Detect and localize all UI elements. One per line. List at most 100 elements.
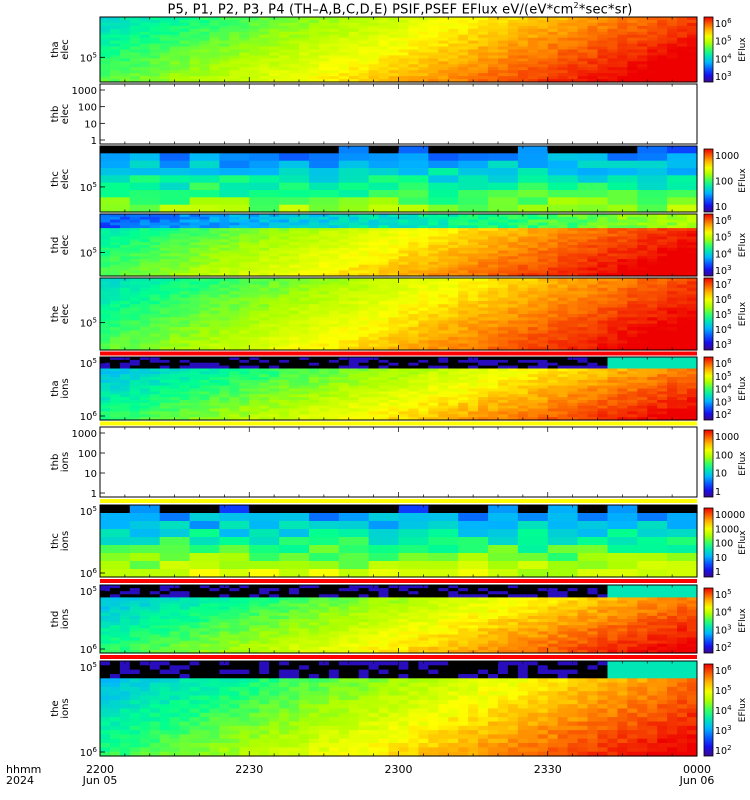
colorbar-tick-label: 1000: [715, 151, 739, 162]
y-tick-label: 105: [80, 661, 97, 674]
colorbar-tick-label: 103: [715, 338, 732, 351]
separator-bar: [100, 579, 697, 583]
panel-thd-ions: thdions 105 106 102 103 104 105 EFlux: [50, 584, 748, 656]
spectrogram-cells: [100, 661, 698, 757]
y-tick-label: 105: [80, 51, 97, 64]
time-tick-label: 2330: [534, 763, 562, 776]
y-tick-label: 100: [78, 449, 97, 460]
panel-thd-elec: thdelec 105 103 104 105 106 EFlux: [50, 213, 748, 277]
colorbar-tick-label: 102: [715, 744, 732, 757]
time-tick-label: 2230: [235, 763, 263, 776]
colorbar-label: EFlux: [738, 530, 748, 555]
y-tick-label: 10: [84, 119, 97, 130]
separator-bar: [100, 421, 697, 426]
panel-label: thcions: [50, 531, 71, 551]
y-tick-label: 106: [80, 410, 98, 423]
panel-label: thbelec: [50, 104, 71, 125]
y-tick-label: 10: [84, 469, 97, 480]
colorbar-label: EFlux: [738, 376, 748, 401]
colorbar-tick-label: 100: [715, 177, 733, 188]
colorbar-tick-label: 106: [715, 214, 732, 227]
colorbar-tick-label: 102: [715, 408, 732, 421]
colorbar-tick-label: 1000: [715, 432, 739, 443]
colorbar-tick-label: 104: [715, 52, 732, 65]
panel-the-ions: theions 105 106 102 103 104 105 106 EFlux: [50, 660, 748, 759]
panel-label: theions: [50, 698, 71, 718]
panel-the-elec: theelec 105 103 104 105 106 107 EFlux: [50, 277, 748, 351]
colorbar-tick-label: 10: [715, 553, 727, 564]
spectrogram-cells: [100, 17, 698, 83]
panel-frame: [99, 83, 698, 145]
y-tick-label: 105: [80, 317, 97, 330]
colorbar-tick-label: 105: [715, 588, 732, 601]
spectrogram-cells: [100, 214, 698, 277]
panel-tha-elec: thaelec 105 103 104 105 106 EFlux: [50, 16, 748, 83]
colorbar-tick-label: 1000: [715, 524, 739, 535]
y-tick-label: 105: [80, 505, 97, 518]
colorbar-label: EFlux: [738, 697, 748, 722]
colorbar-tick-label: 106: [715, 664, 732, 677]
spectrogram-cells: [100, 357, 698, 421]
colorbar-label: EFlux: [738, 301, 748, 326]
colorbar-tick-label: 103: [715, 724, 732, 737]
colorbar: 103 104 105 106 EFlux: [703, 16, 748, 83]
colorbar-tick-label: 105: [715, 231, 732, 244]
colorbar-tick-label: 103: [715, 264, 732, 277]
spectrogram-cells: [100, 585, 698, 654]
colorbar-label: EFlux: [738, 37, 748, 62]
y-tick-label: 1000: [72, 86, 97, 97]
y-tick-label: 105: [80, 181, 97, 194]
separator-bar: [100, 351, 697, 356]
panel-label: thbions: [50, 452, 71, 472]
colorbar-tick-label: 100: [715, 450, 733, 461]
panel-label: thaelec: [50, 39, 71, 60]
y-tick-label: 106: [80, 746, 98, 759]
colorbar-tick-label: 10: [715, 202, 727, 213]
colorbar-label: EFlux: [738, 608, 748, 633]
colorbar-tick-label: 103: [715, 70, 732, 83]
y-tick-label: 100: [78, 103, 97, 114]
colorbar-label: EFlux: [738, 168, 748, 193]
time-tick-label: 0000: [683, 763, 711, 776]
panel-label: thcelec: [50, 169, 71, 190]
colorbar-tick-label: 1: [715, 487, 721, 498]
colorbar-tick-label: 100: [715, 539, 733, 550]
colorbar: 10 100 1000 EFlux: [703, 148, 748, 213]
panel-label: thdions: [50, 609, 71, 629]
panel-label: thaions: [50, 378, 71, 398]
colorbar-tick-label: 10000: [715, 510, 745, 521]
colorbar-tick-label: 104: [715, 247, 732, 260]
colorbar-tick-label: 104: [715, 606, 732, 619]
y-tick-label: 1000: [72, 429, 97, 440]
colorbar-tick-label: 107: [715, 278, 732, 291]
colorbar: 103 104 105 106 EFlux: [703, 213, 748, 277]
colorbar-tick-label: 105: [715, 308, 732, 321]
colorbar-tick-label: 106: [715, 357, 732, 370]
colorbar-tick-label: 102: [715, 641, 732, 654]
y-tick-label: 105: [80, 585, 97, 598]
colorbar-tick-label: 103: [715, 623, 732, 636]
colorbar-tick-label: 106: [715, 17, 732, 30]
spectrogram-cells: [100, 146, 698, 213]
panel-thc-elec: thcelec 105 10 100 1000 EFlux: [50, 145, 748, 213]
colorbar-tick-label: 103: [715, 395, 732, 408]
y-tick-label: 106: [80, 643, 98, 656]
y-tick-label: 105: [80, 357, 97, 370]
y-tick-label: 106: [80, 567, 98, 580]
panel-label: theelec: [50, 304, 71, 325]
colorbar-label: EFlux: [738, 451, 748, 476]
colorbar-label: EFlux: [738, 232, 748, 257]
colorbar-tick-label: 106: [715, 293, 732, 306]
colorbar: 1 10 100 1000 10000 EFlux: [703, 507, 748, 578]
panel-frame: [99, 426, 698, 498]
y-tick-label: 105: [80, 246, 97, 259]
panel-label: thdelec: [50, 235, 71, 256]
colorbar-tick-label: 105: [715, 684, 732, 697]
colorbar-tick-label: 105: [715, 35, 732, 48]
colorbar-tick-label: 105: [715, 370, 732, 383]
colorbar: 1 10 100 1000 EFlux: [703, 429, 748, 498]
